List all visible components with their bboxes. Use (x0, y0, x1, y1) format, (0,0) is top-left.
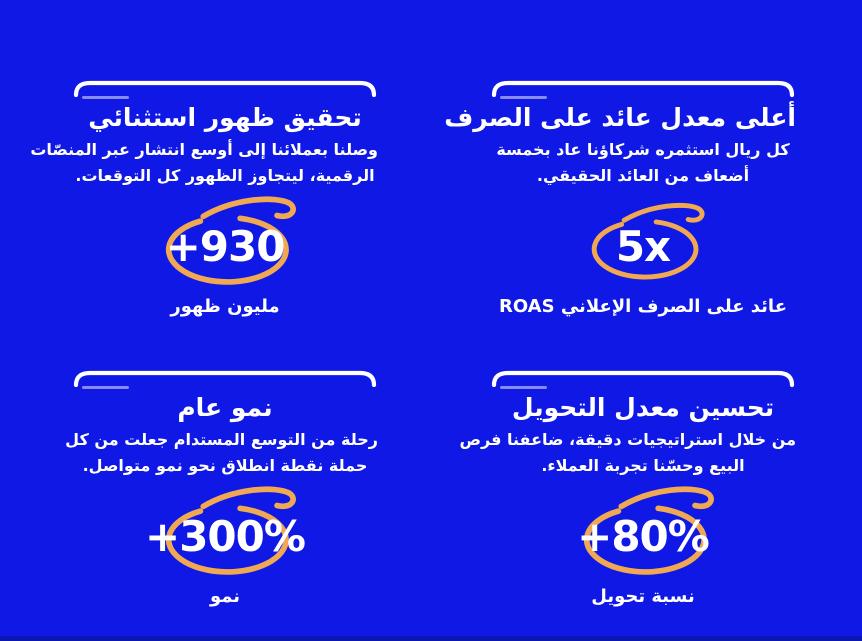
card-accent-underline (82, 386, 129, 389)
stat-figure: +300% (72, 484, 378, 588)
card-top-arc (73, 370, 377, 387)
stat-value: +80% (577, 511, 710, 561)
bottom-strip (0, 636, 862, 641)
stat-card-growth: نمو عام رحلة من التوسع المستدام جعلت من … (65, 370, 378, 607)
card-body: رحلة من التوسع المستدام جعلت من كل حملة … (65, 427, 378, 479)
card-body-line: حملة نقطة انطلاق نحو نمو متواصل. (82, 456, 368, 475)
hand-drawn-circle-icon (165, 196, 296, 285)
stat-card-roas: أعلى معدل عائد على الصرف كل ريال استثمره… (444, 80, 796, 317)
card-body-line: من خلال استراتيجيات دقيقة، ضاعفنا فرص (459, 430, 796, 449)
card-accent-underline (500, 96, 547, 99)
hand-drawn-circle-icon (591, 202, 705, 280)
card-body-line: رحلة من التوسع المستدام جعلت من كل (65, 430, 378, 449)
card-title: أعلى معدل عائد على الصرف (444, 103, 796, 132)
stat-figure: +80% (490, 484, 796, 588)
hand-drawn-circle-icon (583, 486, 714, 575)
stat-value: 5x (615, 221, 671, 271)
card-title: نمو عام (177, 393, 273, 422)
card-body: كل ريال استثمره شركاؤنا عاد بخمسة أضعاف … (490, 137, 796, 189)
card-body-line: البيع وحسّنا تجربة العملاء. (541, 456, 745, 475)
stat-card-impressions: تحقيق ظهور استثنائي وصلنا بعملائنا إلى أ… (30, 80, 378, 317)
stat-caption: نمو (209, 586, 241, 607)
stat-caption: نسبة تحويل (591, 586, 695, 607)
card-body: وصلنا بعملائنا إلى أوسع انتشار عبر المنص… (30, 137, 378, 189)
card-title: تحقيق ظهور استثنائي (88, 103, 362, 132)
card-top-arc (491, 370, 795, 387)
card-accent-underline (500, 386, 547, 389)
stat-figure: 5x (490, 194, 796, 298)
card-body-line: كل ريال استثمره شركاؤنا عاد بخمسة (496, 140, 790, 159)
card-title: تحسين معدل التحويل (511, 393, 775, 422)
card-body-line: وصلنا بعملائنا إلى أوسع انتشار عبر المنص… (30, 140, 378, 159)
stat-card-conversion: تحسين معدل التحويل من خلال استراتيجيات د… (459, 370, 796, 607)
stat-value: +930 (165, 221, 286, 271)
stat-value: +300% (145, 511, 306, 561)
stat-figure: +930 (72, 194, 378, 298)
card-top-arc (73, 80, 377, 97)
card-body-line: الرقمية، ليتجاوز الظهور كل التوقعات. (75, 166, 375, 185)
hand-drawn-circle-icon (165, 486, 296, 575)
card-accent-underline (82, 96, 129, 99)
stat-caption: مليون ظهور (170, 296, 280, 317)
card-top-arc (491, 80, 795, 97)
card-body-line: أضعاف من العائد الحقيقي. (536, 166, 750, 185)
stat-caption: عائد على الصرف الإعلاني ROAS (499, 296, 787, 317)
card-body: من خلال استراتيجيات دقيقة، ضاعفنا فرص ال… (459, 427, 796, 479)
